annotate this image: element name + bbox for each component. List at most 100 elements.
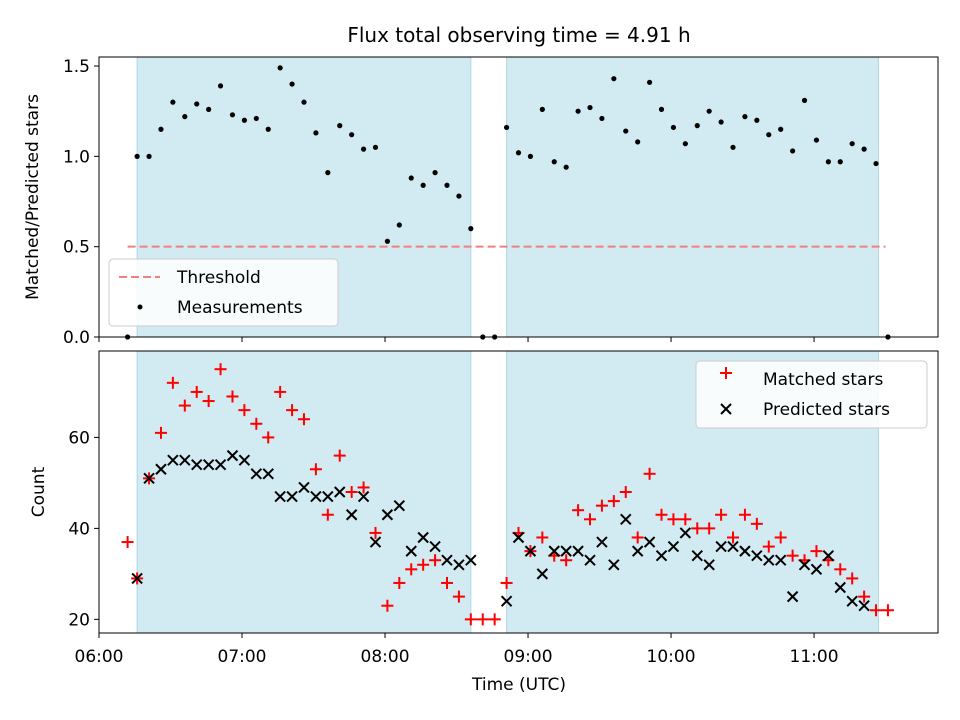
predicted-star-point (822, 549, 835, 562)
measurement-point (194, 101, 200, 107)
predicted-star-point (238, 454, 251, 466)
measurement-point (325, 170, 331, 176)
measurement-point (587, 104, 593, 111)
matched-star-points (121, 363, 894, 626)
matched-star-point (357, 481, 370, 494)
matched-star-point (274, 385, 287, 398)
measurement-point (682, 141, 688, 147)
measurement-points (125, 65, 891, 340)
matched-star-point (393, 576, 406, 589)
measurement-point (289, 81, 295, 87)
predicted-star-point (417, 531, 429, 544)
measurement-point (301, 99, 307, 105)
predicted-star-point (786, 590, 799, 603)
predicted-star-point (774, 554, 787, 566)
matched-star-point (834, 563, 847, 576)
predicted-star-point (334, 486, 346, 498)
y-tick-label: 40 (68, 519, 90, 539)
matched-star-point (250, 417, 263, 430)
bottom-panel: 20 40 60 06:00 07:00 08:00 09:00 10:00 11:00 Co… (29, 350, 939, 695)
predicted-star-point (739, 545, 751, 557)
matched-star-point (667, 513, 680, 526)
figure-title: Flux total observing time = 4.91 h (347, 23, 690, 47)
matched-star-point (488, 613, 501, 626)
predicted-star-point (322, 490, 334, 503)
top-panel: 0.0 0.5 1.0 1.5 Matched/Predicted stars Thr… (23, 56, 939, 348)
bottom-x-axis: 06:00 07:00 08:00 09:00 10:00 11:00 (75, 633, 839, 667)
predicted-star-point (465, 554, 477, 566)
matched-star-point (476, 613, 489, 626)
measurement-point (372, 144, 379, 150)
predicted-star-point (214, 459, 227, 471)
measurement-point (861, 146, 867, 152)
matched-star-point (810, 545, 823, 558)
predicted-star-point (274, 490, 286, 503)
predicted-star-point (620, 513, 632, 525)
predicted-star-point (453, 559, 465, 571)
measurement-point (658, 106, 665, 112)
matched-legend-label: Matched stars (763, 370, 883, 390)
predicted-legend-marker (720, 403, 732, 415)
predicted-star-point (703, 559, 715, 571)
measurement-point (730, 144, 736, 150)
measurement-point (420, 182, 426, 188)
measurement-point (575, 108, 581, 114)
predicted-star-point (572, 545, 584, 557)
measurement-point (706, 108, 712, 114)
x-tick-label: 11:00 (790, 647, 839, 667)
matched-star-point (774, 531, 787, 544)
y-tick-label: 1.5 (63, 57, 90, 77)
measurement-point (670, 124, 677, 131)
measurement-point (849, 141, 855, 147)
predicted-star-point (202, 459, 215, 471)
predicted-star-point (763, 554, 775, 566)
top-x-ticks (98, 337, 815, 342)
matched-star-point (190, 385, 203, 398)
measurement-point (206, 106, 212, 112)
measurement-point (646, 79, 653, 85)
predicted-star-point (500, 595, 513, 607)
x-tick-label: 07:00 (218, 647, 267, 667)
measurement-point (754, 117, 760, 123)
matched-star-point (691, 522, 704, 535)
measurement-point (253, 115, 259, 122)
predicted-star-point (512, 531, 525, 544)
predicted-star-point (524, 545, 537, 557)
predicted-star-point (369, 536, 382, 548)
measurement-point (217, 83, 224, 89)
measurement-point (468, 226, 474, 232)
measurement-point (265, 126, 271, 132)
measurement-point (635, 139, 641, 145)
top-axes-frame (98, 56, 939, 338)
matched-star-point (238, 404, 251, 417)
measurement-point (170, 99, 176, 105)
predicted-star-point (798, 559, 811, 571)
matched-star-point (440, 576, 453, 589)
predicted-star-point (357, 490, 370, 503)
measurement-point (396, 222, 402, 228)
matched-star-point (369, 526, 382, 539)
predicted-star-point (584, 554, 596, 566)
matched-star-point (595, 499, 608, 512)
predicted-star-point (191, 459, 203, 471)
matched-star-point (750, 517, 763, 530)
matched-star-point (881, 604, 894, 617)
predicted-star-point (226, 449, 239, 462)
y-tick-label: 1.0 (63, 147, 90, 167)
matched-star-point (703, 522, 716, 535)
matched-star-point (297, 413, 310, 426)
predicted-star-point (834, 581, 846, 594)
predicted-star-point (846, 595, 858, 607)
matched-star-point (572, 504, 585, 517)
matched-star-point (345, 486, 358, 498)
matched-star-point (429, 554, 442, 567)
predicted-star-point (655, 549, 668, 562)
matched-star-point (715, 508, 728, 521)
predicted-star-point (179, 454, 191, 466)
predicted-star-point (429, 540, 441, 553)
measurement-point (134, 153, 140, 159)
predicted-star-point (691, 549, 703, 562)
top-y-axis-label: Matched/Predicted stars (23, 94, 43, 300)
measurement-point (182, 114, 188, 120)
bottom-axes-frame (98, 350, 939, 634)
